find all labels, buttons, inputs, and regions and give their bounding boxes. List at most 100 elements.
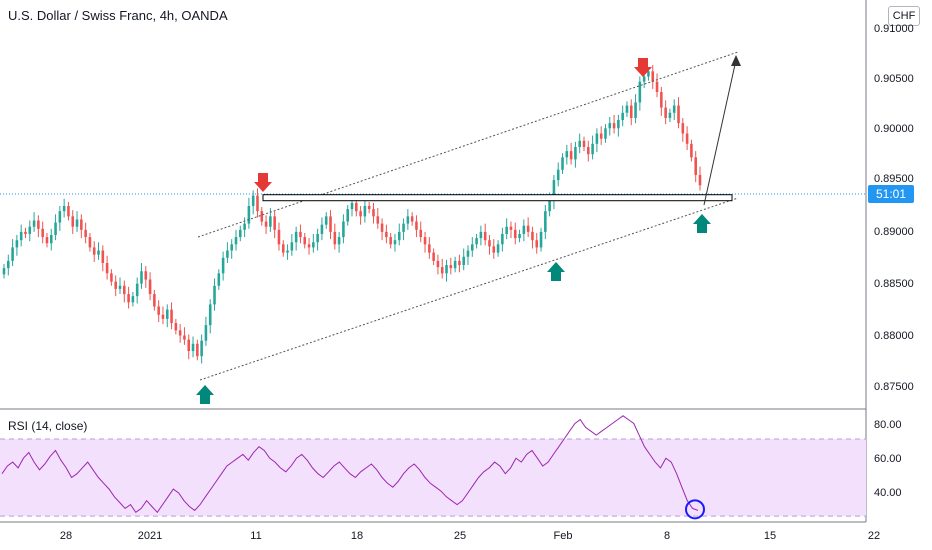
candle-body [574,146,577,160]
candle-body [440,267,444,274]
candle-body [350,202,354,210]
rsi-highlight-circle [685,499,705,520]
candle-body [286,250,289,253]
candle-body [548,200,551,212]
candle-body [144,271,148,280]
candle-body [243,223,246,230]
candle-body [32,220,36,227]
candle-body [196,343,199,357]
candle-body [625,105,629,113]
candle-body [578,140,581,147]
candle-body [217,273,221,286]
candle-body [269,216,272,227]
candle-body [204,325,208,341]
candle-body [612,123,616,129]
candle-body [561,157,564,170]
candle-body [191,343,195,352]
candle-body [647,71,650,77]
candle-body [342,221,345,238]
candle-body [591,143,594,155]
candle-body [410,216,414,222]
candle-body [165,309,169,319]
candle-body [492,246,496,253]
candle-body [273,216,276,230]
candle-body [230,244,233,251]
candle-body [462,256,465,266]
candle-body [148,279,152,295]
candle-body [698,174,702,186]
candle-body [75,219,79,227]
candle-body [84,229,87,238]
candle-body [694,157,697,175]
candle-body [41,228,44,238]
candle-body [67,206,70,217]
candle-body [471,244,474,251]
candle-body [522,225,526,234]
candle-body [501,233,504,245]
candle-body [638,81,642,103]
candle-body [423,237,427,245]
candle-body [92,247,96,255]
candle-body [453,260,457,269]
candle-body [531,231,534,241]
candle-body [135,283,139,297]
current-price-tag: 51:01 [868,185,914,203]
candle-body [174,323,178,331]
candle-body [213,285,216,305]
price-tick-label: 0.91000 [874,23,914,35]
candle-body [299,231,302,238]
buy-arrow-icon [547,262,565,281]
currency-badge[interactable]: CHF [888,6,920,26]
candle-body [15,240,19,248]
candle-body [556,169,560,181]
candle-body [256,195,259,212]
candle-body [372,209,375,217]
candle-body [569,151,573,160]
candle-body [183,335,186,340]
candle-body [2,268,6,275]
rsi-tick-label: 40.00 [874,487,902,499]
candle-body [62,206,66,212]
candle-body [629,105,633,118]
candle-body [617,120,620,129]
candle-body [28,226,32,234]
rsi-title: RSI (14, close) [8,419,88,433]
candle-body [651,71,655,82]
time-tick-label: Feb [553,530,573,542]
candle-body [402,223,405,232]
candle-body [488,240,491,247]
candle-body [587,146,590,155]
time-tick-label: 22 [867,530,881,542]
rsi-tick-label: 80.00 [874,419,902,431]
rsi-line [1,415,699,514]
candle-body [260,211,264,222]
candle-body [118,285,122,289]
candle-body [475,238,478,245]
candle-body [153,294,156,307]
price-tick-label: 0.87500 [874,381,914,393]
candle-body [54,222,57,236]
candle-body [655,81,659,93]
candle-body [127,294,130,303]
candle-body [634,102,637,118]
candle-body [37,220,40,229]
time-tick-label: 25 [453,530,467,542]
candle-body [307,244,311,248]
candle-body [367,206,371,210]
candle-body [24,231,27,234]
time-tick-label: 11 [250,530,262,542]
candle-body [161,314,165,319]
candle-body [247,206,251,224]
price-tick-label: 0.88000 [874,330,914,342]
time-tick-label: 8 [663,530,671,542]
candle-body [535,240,539,248]
candle-body [221,257,225,274]
rsi-tick-label: 60.00 [874,453,902,465]
candle-body [333,231,337,245]
price-tick-label: 0.89500 [874,173,914,185]
candle-body [436,260,440,268]
candle-body [320,224,324,234]
candle-body [483,231,487,241]
candle-body [170,309,173,324]
